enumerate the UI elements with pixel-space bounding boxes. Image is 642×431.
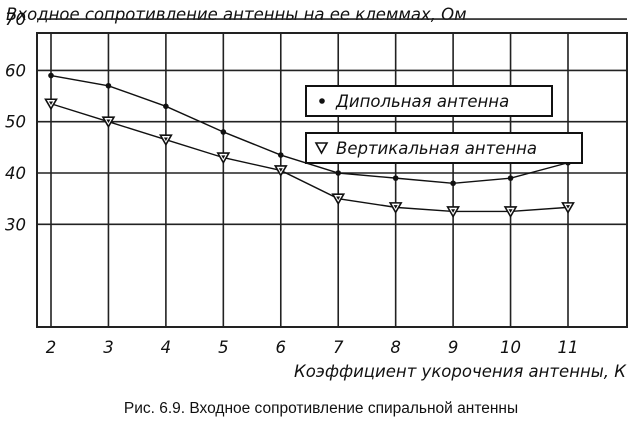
x-tick-label: 6 [276,338,287,357]
legend-marker-vertical [314,142,329,155]
tick-labels: 2 3 4 5 6 7 8 9 10 11 30 40 50 60 70 [5,10,579,357]
figure-caption: Рис. 6.9. Входное сопротивление спиральн… [123,400,519,417]
y-tick-label: 60 [5,61,26,80]
grid [36,18,628,328]
x-tick-label: 11 [558,338,579,357]
y-tick-label: 40 [5,164,26,183]
data-point-dipole [48,72,54,79]
series-line-1 [50,103,569,213]
data-point-dipole [105,82,112,89]
legend-box-vertical [305,132,583,164]
chart: Входное сопротивление антенны на ее клем… [5,5,628,381]
data-point-vertical-inner [278,168,283,172]
data-point-vertical-inner [221,155,226,159]
x-tick-label: 5 [218,338,229,357]
x-tick-label: 7 [333,338,344,357]
data-point-vertical-inner [566,205,570,209]
y-axis-label: Входное сопротивление антенны на ее клем… [6,5,467,24]
data-point-vertical-inner [393,205,398,209]
x-tick-label: 10 [500,338,521,357]
legend: Дипольная антенна Вертикальная антенна [305,85,583,164]
data-point-vertical-inner [106,119,111,123]
legend-label-vertical: Вертикальная антенна [336,139,537,158]
data-point-dipole [507,175,514,181]
y-tick-label: 70 [5,10,26,29]
data-point-vertical-inner [451,209,456,213]
legend-label-dipole: Дипольная антенна [335,92,509,111]
x-axis-label: Коэффициент укорочения антенны, К [294,362,627,381]
data-point-vertical-inner [49,101,53,106]
data-point-vertical-inner [336,196,341,200]
data-point-vertical-inner [163,137,168,141]
x-tick-label: 3 [103,338,114,357]
data-point-dipole [277,152,284,158]
legend-box-dipole [305,85,553,117]
y-tick-label: 30 [5,215,26,234]
data-point-vertical-inner [508,209,513,213]
data-point-dipole [335,170,342,176]
data-point-dipole [392,175,399,181]
x-tick-label: 2 [46,338,57,357]
data-point-dipole [220,129,227,135]
series-layer [44,72,575,219]
legend-marker-dipole [319,98,325,104]
plot-frame [36,32,628,328]
x-tick-label: 8 [390,338,401,357]
series-line-0 [50,74,569,184]
data-point-dipole [163,103,169,110]
x-tick-label: 4 [161,338,172,357]
x-tick-label: 9 [448,338,459,357]
y-tick-label: 50 [5,113,26,132]
data-point-dipole [450,180,456,187]
